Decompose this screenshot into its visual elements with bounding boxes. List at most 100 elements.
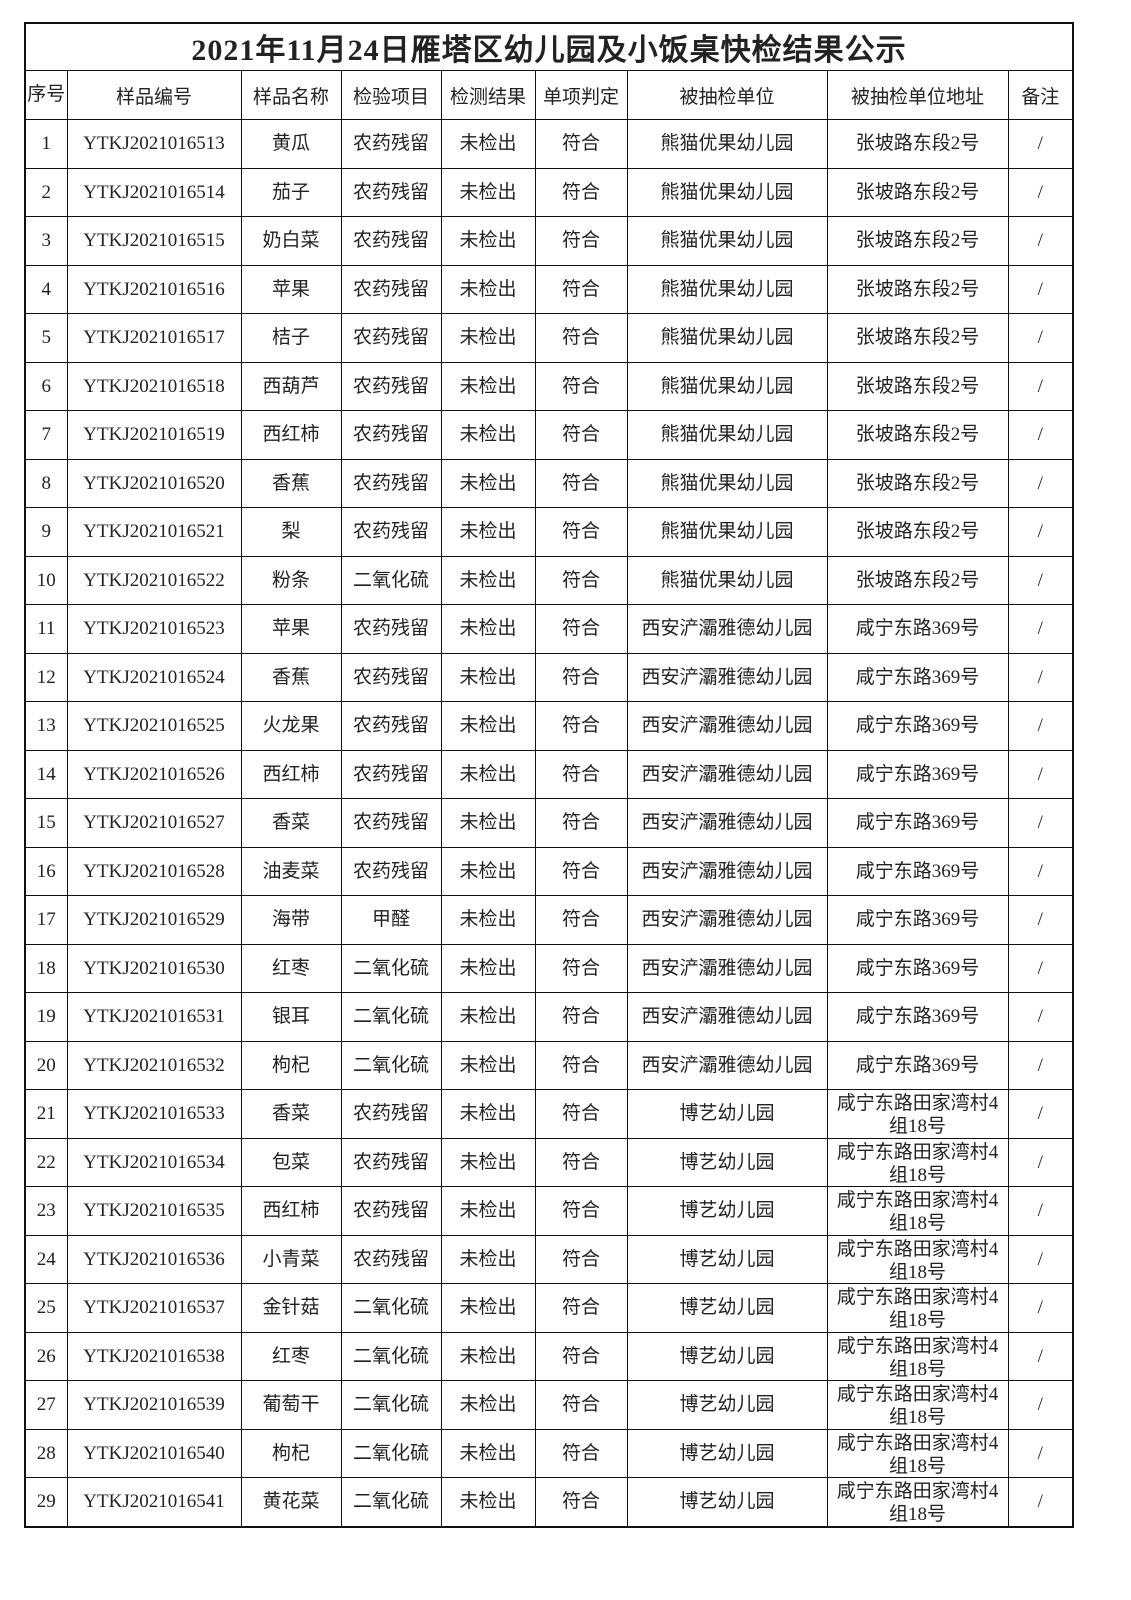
cell-seq: 23 — [24, 1186, 68, 1236]
remark-text: / — [1037, 230, 1043, 252]
judgement-text: 符合 — [561, 618, 600, 640]
address-text: 咸宁东路田家湾村4组18号 — [836, 1335, 999, 1380]
header-test-result: 检测结果 — [440, 70, 536, 120]
cell-remark: / — [1007, 701, 1074, 751]
cell-sample-id: YTKJ2021016519 — [66, 410, 242, 460]
table-row: 29 YTKJ2021016541 黄花菜 二氧化硫 未检出 符合 博艺幼儿园 咸宁东路田家湾… — [24, 1477, 1074, 1527]
cell-judgement: 符合 — [534, 1089, 628, 1139]
judgement-text: 符合 — [561, 860, 600, 882]
cell-sample-id: YTKJ2021016513 — [66, 119, 242, 169]
cell-test-result: 未检出 — [440, 410, 536, 460]
cell-test-item: 二氧化硫 — [340, 1331, 442, 1381]
cell-unit: 西安浐灞雅德幼儿园 — [626, 943, 828, 993]
cell-sample-name: 黄花菜 — [240, 1477, 342, 1527]
test-item-text: 农药残留 — [352, 715, 429, 737]
cell-test-item: 农药残留 — [340, 1089, 442, 1139]
cell-judgement: 符合 — [534, 507, 628, 557]
cell-judgement: 符合 — [534, 992, 628, 1042]
test-item-text: 农药残留 — [352, 812, 429, 834]
seq-text: 11 — [37, 618, 56, 640]
test-item-text: 农药残留 — [352, 133, 429, 155]
cell-test-item: 二氧化硫 — [340, 1283, 442, 1333]
test-result-text: 未检出 — [459, 133, 517, 155]
cell-judgement: 符合 — [534, 216, 628, 266]
sample-id-text: YTKJ2021016523 — [83, 618, 225, 640]
test-item-text: 农药残留 — [352, 1103, 429, 1125]
cell-sample-id: YTKJ2021016517 — [66, 313, 242, 363]
cell-sample-name: 红枣 — [240, 943, 342, 993]
cell-sample-name: 香菜 — [240, 798, 342, 848]
cell-sample-id: YTKJ2021016520 — [66, 458, 242, 508]
test-result-text: 未检出 — [459, 278, 517, 300]
sample-name-text: 苹果 — [271, 278, 310, 300]
table-row: 9 YTKJ2021016521 梨 农药残留 未检出 符合 熊猫优果幼儿园 张坡路东段2号 / — [24, 507, 1074, 557]
cell-unit: 博艺幼儿园 — [626, 1283, 828, 1333]
cell-test-result: 未检出 — [440, 264, 536, 314]
test-result-text: 未检出 — [459, 1248, 517, 1270]
cell-judgement: 符合 — [534, 943, 628, 993]
cell-test-result: 未检出 — [440, 1234, 536, 1284]
test-item-text: 农药残留 — [352, 375, 429, 397]
cell-seq: 7 — [24, 410, 68, 460]
unit-text: 熊猫优果幼儿园 — [660, 375, 794, 397]
cell-sample-id: YTKJ2021016532 — [66, 1040, 242, 1090]
test-item-text: 二氧化硫 — [352, 1345, 429, 1367]
seq-text: 29 — [36, 1491, 56, 1513]
address-text: 咸宁东路369号 — [855, 812, 980, 834]
unit-text: 西安浐灞雅德幼儿园 — [641, 812, 813, 834]
cell-remark: / — [1007, 1428, 1074, 1478]
table-row: 15 YTKJ2021016527 香菜 农药残留 未检出 符合 西安浐灞雅德幼儿园 咸宁东路… — [24, 798, 1074, 848]
seq-text: 16 — [36, 860, 56, 882]
test-result-text: 未检出 — [459, 181, 517, 203]
sample-id-text: YTKJ2021016531 — [83, 1006, 225, 1028]
remark-text: / — [1037, 181, 1043, 203]
unit-text: 熊猫优果幼儿园 — [660, 424, 794, 446]
cell-judgement: 符合 — [534, 1331, 628, 1381]
cell-unit: 熊猫优果幼儿园 — [626, 119, 828, 169]
seq-text: 19 — [36, 1006, 56, 1028]
cell-seq: 13 — [24, 701, 68, 751]
cell-test-item: 农药残留 — [340, 749, 442, 799]
address-text: 咸宁东路369号 — [855, 666, 980, 688]
address-text: 咸宁东路田家湾村4组18号 — [836, 1481, 999, 1526]
cell-unit: 熊猫优果幼儿园 — [626, 313, 828, 363]
header-test-item: 检验项目 — [340, 70, 442, 120]
address-text: 张坡路东段2号 — [855, 569, 980, 591]
cell-judgement: 符合 — [534, 167, 628, 217]
seq-text: 10 — [36, 569, 56, 591]
cell-seq: 10 — [24, 555, 68, 605]
title-row: 2021年11月24日雁塔区幼儿园及小饭桌快检结果公示 — [24, 22, 1074, 71]
cell-unit: 熊猫优果幼儿园 — [626, 555, 828, 605]
unit-text: 熊猫优果幼儿园 — [660, 569, 794, 591]
judgement-text: 符合 — [561, 1345, 600, 1367]
cell-sample-id: YTKJ2021016539 — [66, 1380, 242, 1430]
cell-address: 咸宁东路田家湾村4组18号 — [826, 1234, 1009, 1284]
cell-seq: 22 — [24, 1137, 68, 1187]
cell-remark: / — [1007, 216, 1074, 266]
test-result-text: 未检出 — [459, 1394, 517, 1416]
sample-name-text: 梨 — [281, 521, 301, 543]
cell-unit: 熊猫优果幼儿园 — [626, 216, 828, 266]
cell-address: 咸宁东路369号 — [826, 943, 1009, 993]
sample-id-text: YTKJ2021016524 — [83, 666, 225, 688]
table-row: 3 YTKJ2021016515 奶白菜 农药残留 未检出 符合 熊猫优果幼儿园 张坡路东段2… — [24, 216, 1074, 266]
table-row: 28 YTKJ2021016540 枸杞 二氧化硫 未检出 符合 博艺幼儿园 咸宁东路田家湾村… — [24, 1428, 1074, 1478]
sample-name-text: 枸杞 — [271, 1054, 310, 1076]
remark-text: / — [1037, 1006, 1043, 1028]
cell-test-result: 未检出 — [440, 604, 536, 654]
seq-text: 1 — [41, 133, 52, 155]
cell-sample-name: 枸杞 — [240, 1428, 342, 1478]
sample-id-text: YTKJ2021016515 — [83, 230, 225, 252]
cell-address: 咸宁东路田家湾村4组18号 — [826, 1137, 1009, 1187]
cell-address: 咸宁东路田家湾村4组18号 — [826, 1380, 1009, 1430]
sample-id-text: YTKJ2021016541 — [83, 1491, 225, 1513]
cell-seq: 6 — [24, 361, 68, 411]
remark-text: / — [1037, 1103, 1043, 1125]
test-item-text: 二氧化硫 — [352, 1006, 429, 1028]
seq-text: 14 — [36, 763, 56, 785]
cell-unit: 西安浐灞雅德幼儿园 — [626, 749, 828, 799]
test-item-text: 二氧化硫 — [352, 957, 429, 979]
test-result-text: 未检出 — [459, 327, 517, 349]
sample-id-text: YTKJ2021016532 — [83, 1054, 225, 1076]
cell-seq: 11 — [24, 604, 68, 654]
